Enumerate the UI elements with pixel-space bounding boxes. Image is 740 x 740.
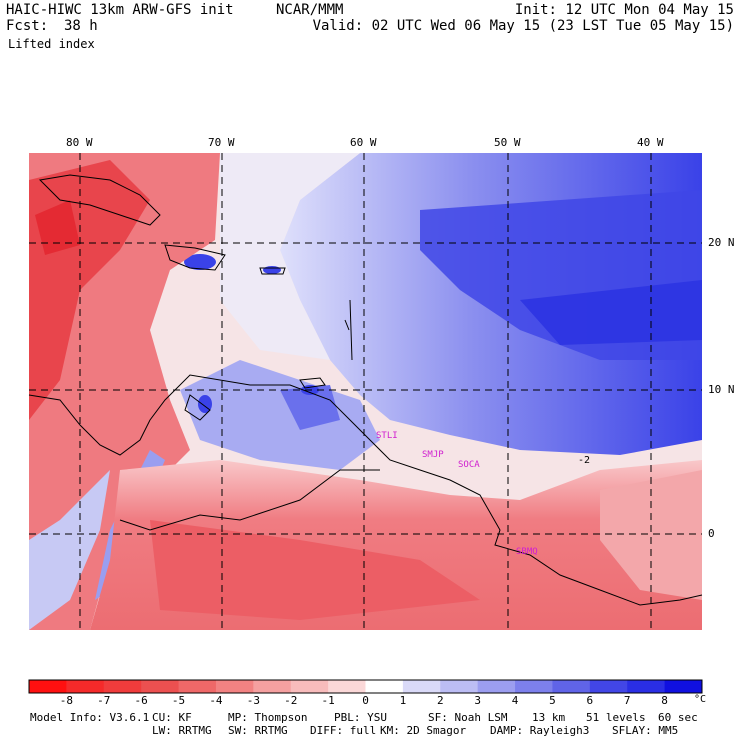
colorbar-segment bbox=[290, 680, 329, 693]
contour-label: -2 bbox=[578, 455, 591, 466]
station-smjp: SMJP bbox=[422, 450, 444, 460]
colorbar-segment bbox=[178, 680, 217, 693]
footer-timestep: 60 sec bbox=[658, 711, 698, 724]
init-time: Init: 12 UTC Mon 04 May 15 bbox=[514, 2, 734, 18]
coastlines bbox=[28, 174, 703, 606]
colorbar-tick-label: -6 bbox=[134, 694, 148, 707]
colorbar-tick-label: -2 bbox=[284, 694, 298, 707]
footer-resolution: 13 km bbox=[532, 711, 566, 724]
forecast-label: Fcst: bbox=[6, 18, 49, 34]
lon-label-80w: 80 W bbox=[66, 136, 93, 149]
colorbar-tick-label: -3 bbox=[246, 694, 260, 707]
colorbar-tick-label: 1 bbox=[399, 694, 407, 707]
colorbar-tick-label: 7 bbox=[623, 694, 631, 707]
colorbar-segment bbox=[253, 680, 292, 693]
colorbar-segment bbox=[627, 680, 666, 693]
colorbar bbox=[29, 680, 703, 693]
colorbar-tick-label: -8 bbox=[59, 694, 73, 707]
shaded-field bbox=[29, 153, 702, 630]
colorbar-segment bbox=[515, 680, 553, 693]
footer-model-info: Model Info: V3.6.1 bbox=[30, 711, 150, 724]
colorbar-tick-label: 8 bbox=[661, 694, 668, 707]
colorbar-tick-label: 3 bbox=[474, 694, 481, 707]
lon-label-60w: 60 W bbox=[350, 136, 377, 149]
valid-time: Valid: 02 UTC Wed 06 May 15 (23 LST Tue … bbox=[312, 18, 734, 34]
model-title: HAIC-HIWC 13km ARW-GFS init bbox=[6, 2, 234, 18]
colorbar-segment bbox=[664, 680, 703, 693]
colorbar-tick-label: 2 bbox=[436, 694, 444, 707]
lat-lon-grid bbox=[29, 153, 702, 630]
station-soca: SOCA bbox=[458, 460, 480, 470]
forecast-hour: 38 h bbox=[64, 18, 98, 34]
colorbar-tick-label: 4 bbox=[511, 694, 519, 707]
footer-km: KM: 2D Smagor bbox=[380, 724, 467, 737]
footer-sf: SF: Noah LSM bbox=[428, 711, 508, 724]
colorbar-tick-label: 5 bbox=[549, 694, 556, 707]
station-sbmq: SBMQ bbox=[516, 547, 538, 557]
footer-diff: DIFF: full bbox=[310, 724, 377, 737]
lon-label-70w: 70 W bbox=[208, 136, 235, 149]
footer-sw: SW: RRTMG bbox=[228, 724, 288, 737]
colorbar-segment bbox=[141, 680, 180, 693]
org-label: NCAR/MMM bbox=[276, 2, 344, 18]
footer-cu: CU: KF bbox=[152, 711, 192, 724]
lat-label-0: 0 bbox=[708, 527, 715, 540]
station-stli: STLI bbox=[376, 431, 398, 441]
colorbar-frame bbox=[28, 679, 703, 694]
footer-pbl: PBL: YSU bbox=[334, 711, 387, 724]
colorbar-segment bbox=[552, 680, 591, 693]
colorbar-segment bbox=[215, 680, 254, 693]
lat-label-20n: 20 N bbox=[708, 236, 735, 249]
colorbar-segment bbox=[328, 680, 366, 693]
colorbar-tick-label: -1 bbox=[321, 694, 335, 707]
colorbar-segment bbox=[477, 680, 516, 693]
footer-levels: 51 levels bbox=[586, 711, 646, 724]
colorbar-segment bbox=[402, 680, 441, 693]
colorbar-tick-label: 6 bbox=[586, 694, 594, 707]
field-name: Lifted index bbox=[8, 37, 95, 51]
lon-label-40w: 40 W bbox=[637, 136, 664, 149]
colorbar-segment bbox=[103, 680, 142, 693]
colorbar-unit: °C bbox=[694, 694, 707, 705]
colorbar-tick-label: 0 bbox=[362, 694, 369, 707]
colorbar-segment bbox=[440, 680, 479, 693]
footer-lw: LW: RRTMG bbox=[152, 724, 212, 737]
colorbar-tick-label: -4 bbox=[209, 694, 223, 707]
colorbar-segment bbox=[29, 680, 67, 693]
colorbar-segment bbox=[589, 680, 628, 693]
colorbar-segment bbox=[66, 680, 105, 693]
footer-sflay: SFLAY: MM5 bbox=[612, 724, 679, 737]
lon-label-50w: 50 W bbox=[494, 136, 521, 149]
lat-label-10n: 10 N bbox=[708, 383, 735, 396]
colorbar-tick-label: -7 bbox=[97, 694, 111, 707]
colorbar-segment bbox=[365, 680, 404, 693]
colorbar-tick-label: -5 bbox=[171, 694, 186, 707]
footer-mp: MP: Thompson bbox=[228, 711, 308, 724]
footer-damp: DAMP: Rayleigh3 bbox=[490, 724, 590, 737]
